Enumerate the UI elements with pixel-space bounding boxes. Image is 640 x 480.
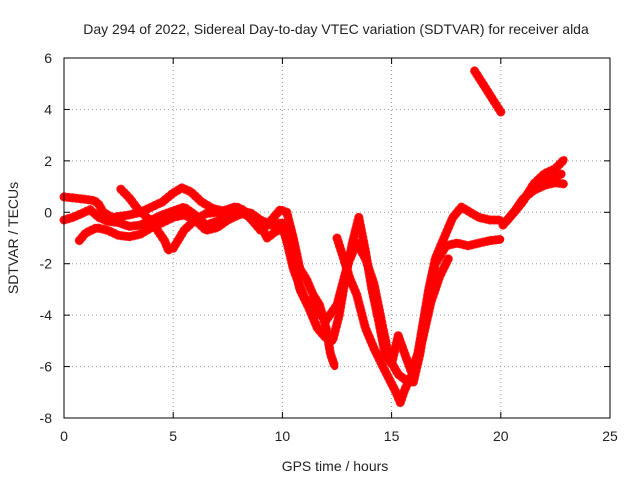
- data-layer: [59, 66, 569, 408]
- y-tick-label: 0: [44, 204, 52, 220]
- x-tick-label: 5: [169, 428, 177, 444]
- plot-frame: [63, 57, 611, 419]
- y-tick-label: -8: [40, 410, 53, 426]
- x-axis-label: GPS time / hours: [282, 458, 389, 474]
- y-tick-label: 6: [44, 50, 52, 66]
- y-axis-label: SDTVAR / TECUs: [5, 182, 21, 294]
- series-markers-track-d: [116, 184, 174, 256]
- series-markers-track-e: [168, 202, 244, 253]
- chart-title: Day 294 of 2022, Sidereal Day-to-day VTE…: [83, 21, 589, 37]
- tick-label-layer: 0 5 10 15 20 25 -8 -6 -4 -2 0 2 4 6: [40, 50, 618, 444]
- x-tick-label: 25: [602, 428, 618, 444]
- x-tick-label: 10: [275, 428, 291, 444]
- y-tick-label: -4: [40, 307, 53, 323]
- y-tick-label: 4: [44, 101, 52, 117]
- x-tick-label: 0: [60, 428, 68, 444]
- y-tick-label: -6: [40, 359, 53, 375]
- y-tick-label: -2: [40, 256, 53, 272]
- series-markers-track-c: [74, 207, 506, 387]
- series-markers-track-f: [332, 233, 453, 408]
- series-markers-track-j: [509, 178, 569, 217]
- x-tick-label: 15: [384, 428, 400, 444]
- series-markers-track-g: [470, 66, 506, 117]
- y-tick-label: 2: [44, 153, 52, 169]
- x-tick-label: 20: [493, 428, 509, 444]
- tick-layer: [63, 57, 611, 419]
